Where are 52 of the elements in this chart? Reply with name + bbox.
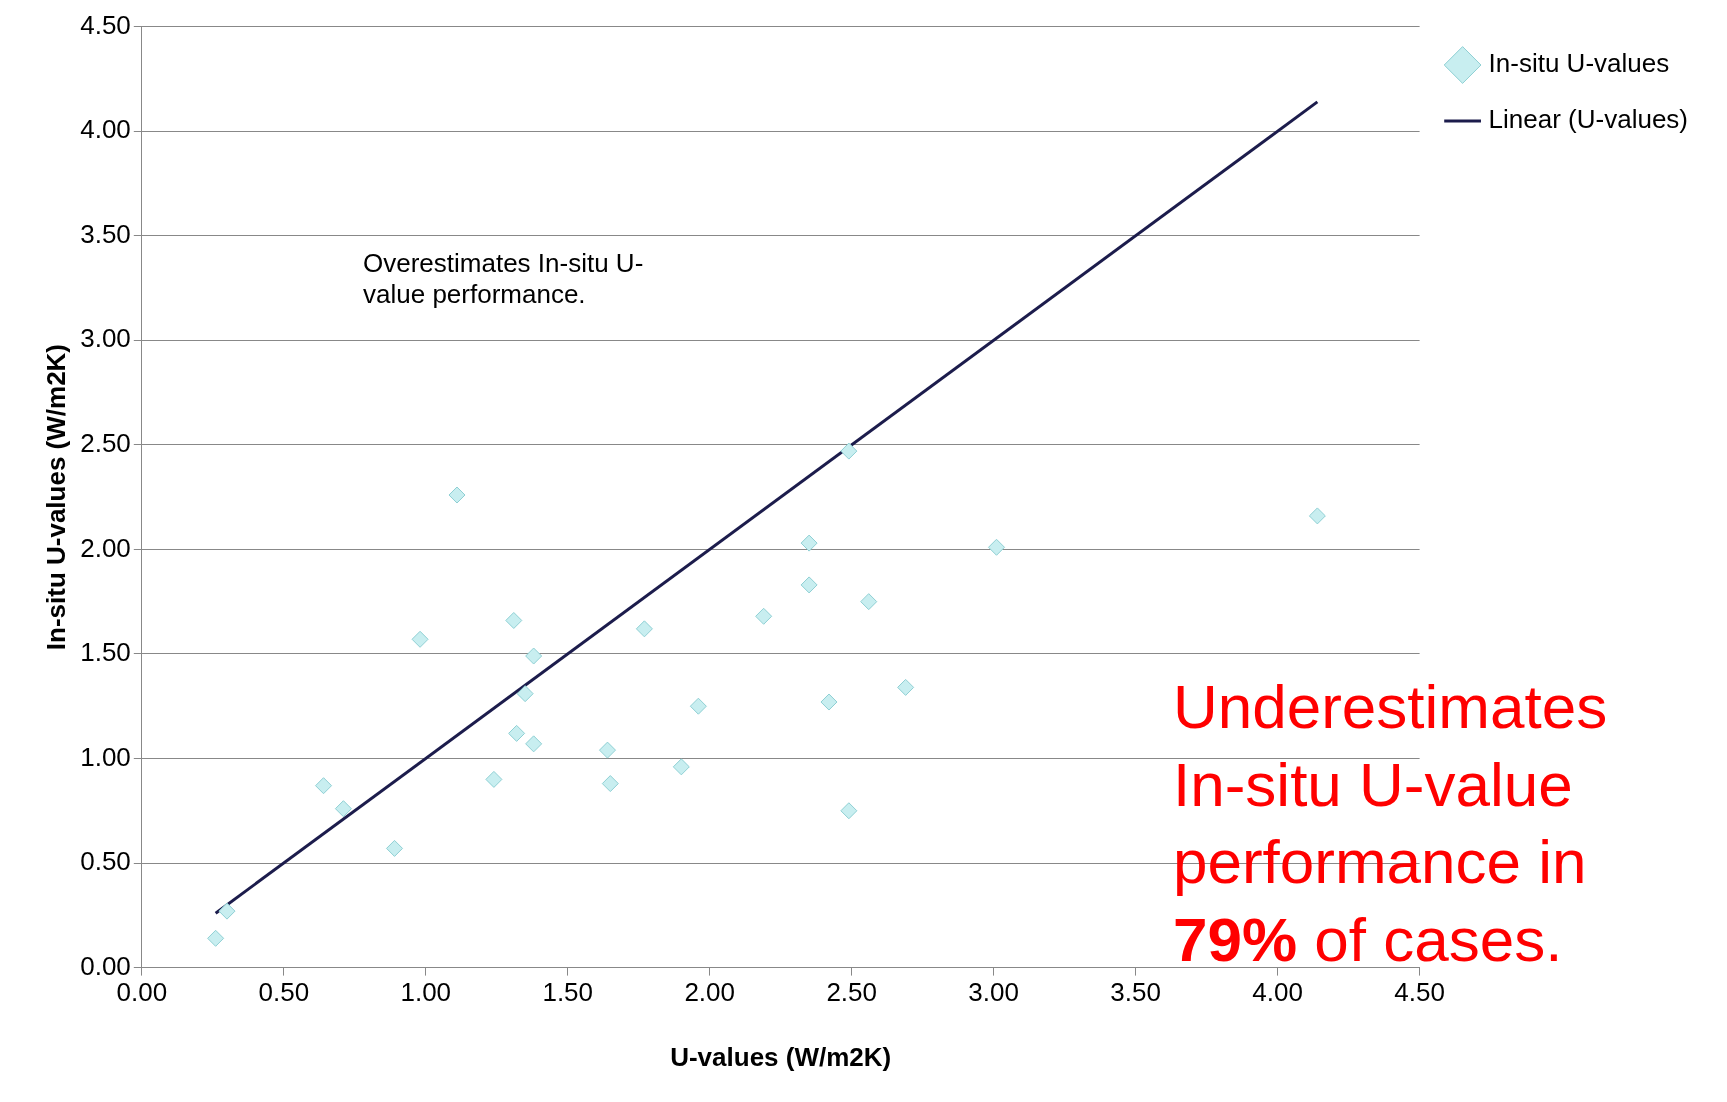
x-tick-label: 1.50 [542,977,594,1008]
point [672,758,690,776]
point [505,611,523,629]
point [755,607,773,625]
point [1308,507,1326,525]
point [448,486,466,504]
point [218,902,236,920]
legend-label: Linear (U-values) [1488,104,1688,135]
y-tick-label: 4.50 [80,9,131,40]
annotation: Underestimates In-situ U-value performance in 79% of cases. [1173,672,1608,974]
point [386,839,404,857]
y-tick-label: 0.50 [80,846,131,877]
point [860,593,878,611]
y-tick-label: 1.00 [80,741,131,772]
point [334,800,352,818]
point [411,630,429,648]
legend-label: In-situ U-values [1488,48,1670,79]
x-tick-label: 0.50 [258,977,310,1008]
point [207,929,225,947]
y-tick-label: 4.00 [80,114,131,145]
point [315,777,333,795]
point [601,775,619,793]
point [508,724,526,742]
y-tick-label: 1.50 [80,637,131,668]
point [988,538,1005,556]
point [525,647,543,665]
point [800,534,818,552]
point [800,576,818,594]
y-tick-label: 3.00 [80,323,131,354]
point [897,678,915,696]
y-tick-label: 2.50 [80,427,131,458]
y-tick-label: 3.50 [80,218,131,249]
point [525,735,543,753]
point [598,741,616,759]
x-tick-label: 1.00 [400,977,452,1008]
annotation: Overestimates In-situ U-value performance. [363,248,645,310]
y-tick-label: 2.00 [80,532,131,563]
x-tick-label: 4.50 [1394,977,1445,1008]
point [840,442,858,460]
x-tick-label: 2.00 [684,977,736,1008]
x-tick-label: 4.00 [1252,977,1303,1008]
point [635,620,653,638]
point [840,802,858,820]
y-axis-title: In-situ U-values (W/m2K) [40,343,71,651]
x-axis-title: U-values (W/m2K) [670,1041,892,1072]
x-tick-label: 2.50 [826,977,877,1008]
x-tick-label: 3.50 [1110,977,1161,1008]
point [516,685,534,703]
point [485,770,503,788]
point [820,693,838,711]
x-tick-label: 3.00 [968,977,1019,1008]
point [689,697,707,715]
